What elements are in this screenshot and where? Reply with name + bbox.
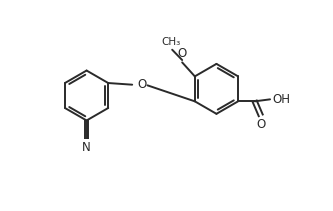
- Text: O: O: [177, 47, 187, 60]
- Text: OH: OH: [272, 93, 290, 106]
- Text: O: O: [137, 78, 146, 91]
- Text: N: N: [82, 141, 91, 154]
- Text: CH₃: CH₃: [161, 37, 180, 47]
- Text: O: O: [256, 118, 265, 131]
